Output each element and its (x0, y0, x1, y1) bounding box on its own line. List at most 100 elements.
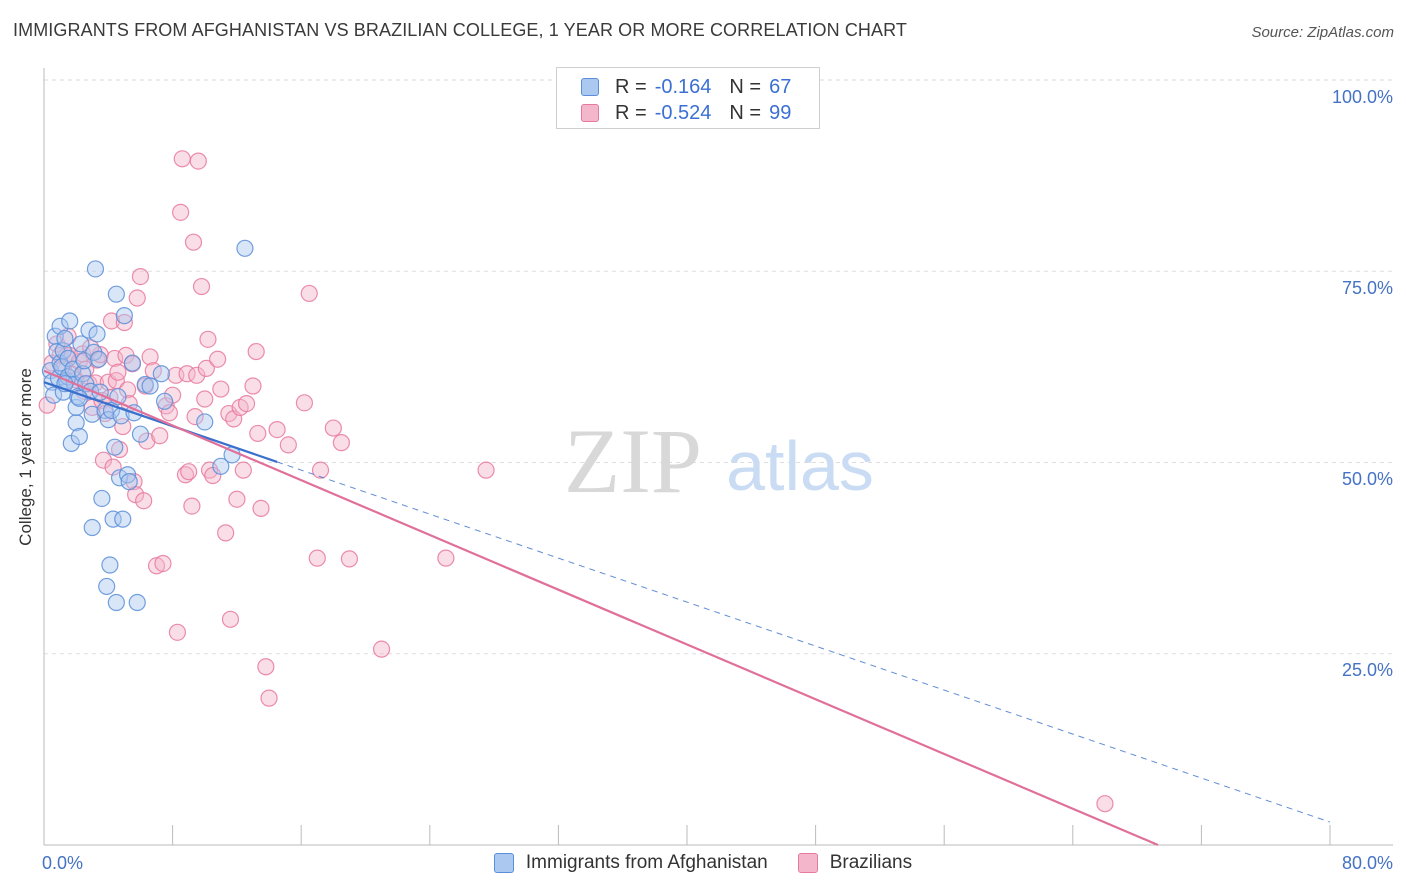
brazilians-point (200, 461, 219, 479)
afghanistan-point (86, 260, 105, 278)
afghanistan-point (131, 425, 150, 443)
trend-lines (43, 369, 1331, 847)
afghanistan-points (41, 239, 254, 612)
legend-swatch-afghanistan (493, 853, 514, 873)
brazilians-point (268, 421, 286, 439)
afghanistan-point (83, 518, 101, 537)
axes (43, 68, 1393, 846)
brazilians-point (221, 610, 240, 628)
x-tick-max: 80.0% (1341, 853, 1393, 873)
brazilians-point (197, 359, 215, 378)
afghanistan-point (70, 389, 88, 407)
legend-r-label: R = (615, 101, 647, 124)
brazilians-point (228, 490, 246, 508)
afghanistan-point (120, 473, 138, 491)
afghanistan-point (115, 307, 133, 325)
brazilians-point (308, 549, 326, 567)
afghanistan-point (72, 335, 90, 353)
brazilians-point (324, 419, 342, 437)
watermark-atlas: atlas (726, 427, 874, 505)
brazilians-point (311, 461, 330, 479)
y-tick-50: 50.0% (1341, 469, 1393, 489)
afghanistan-point (73, 365, 92, 383)
brazilians-point (38, 396, 56, 414)
legend-r-value: -0.524 (654, 101, 712, 124)
brazilians-point (128, 289, 146, 307)
brazilians-point (237, 394, 256, 413)
y-tick-25: 25.0% (1341, 660, 1393, 680)
brazilians-point (115, 313, 133, 332)
brazilians-point (188, 366, 206, 384)
afghanistan-point (128, 593, 146, 612)
afghanistan-point (61, 312, 79, 330)
brazilians-point (199, 330, 217, 348)
gridlines (44, 79, 1393, 655)
legend-n-label: N = (729, 101, 762, 124)
brazilians-point (295, 394, 314, 412)
watermark: ZIP atlas (564, 410, 874, 512)
y-tick-100: 100.0% (1331, 87, 1393, 107)
legend-swatch-brazilians (581, 104, 599, 122)
afghanistan-trend-dashed (276, 461, 1331, 823)
afghanistan-point (56, 329, 74, 348)
brazilians-point (109, 363, 127, 381)
afghanistan-point (98, 577, 116, 596)
brazilians-point (477, 461, 495, 479)
brazilians-point (138, 432, 156, 450)
brazilians-point (217, 524, 235, 542)
brazilians-point (154, 554, 172, 573)
brazilians-point (247, 342, 265, 361)
brazilians-point (260, 689, 278, 707)
brazilians-point (1096, 795, 1114, 813)
afghanistan-point (104, 510, 122, 528)
correlation-legend: R = -0.164 N = 67 R = -0.524 N = 99 (556, 67, 820, 129)
brazilians-point (209, 350, 227, 368)
afghanistan-point (107, 593, 125, 612)
brazilians-point (372, 640, 391, 658)
afghanistan-point (70, 427, 88, 446)
legend-swatch-afghanistan (581, 78, 599, 96)
afghanistan-point (80, 321, 98, 339)
legend-item-afghanistan[interactable]: Immigrants from Afghanistan (493, 852, 768, 874)
brazilians-point (104, 458, 122, 476)
brazilians-point (172, 203, 190, 221)
source-label: Source: ZipAtlas.com (1251, 24, 1394, 41)
watermark-zip: ZIP (564, 410, 702, 512)
afghanistan-point (67, 414, 85, 432)
x-tick-min: 0.0% (42, 853, 84, 873)
brazilians-point (94, 451, 113, 469)
brazilians-point (252, 499, 270, 517)
afghanistan-point (93, 489, 111, 508)
brazilians-point (212, 380, 230, 398)
legend-n-value: 99 (769, 101, 792, 124)
brazilians-point (189, 152, 207, 170)
brazilians-point (86, 374, 105, 392)
brazilians-point (173, 150, 191, 168)
series-legend: Immigrants from Afghanistan Brazilians (0, 852, 1406, 874)
legend-row-afghanistan: R = -0.164 N = 67 (581, 74, 791, 100)
legend-item-brazilians[interactable]: Brazilians (797, 852, 913, 874)
brazilians-point (249, 424, 267, 443)
brazilians-point (168, 623, 187, 641)
afghanistan-point (114, 510, 132, 528)
brazilians-point (102, 312, 121, 330)
afghanistan-point (236, 239, 254, 257)
legend-row-brazilians: R = -0.524 N = 99 (581, 100, 791, 126)
brazilians-point (180, 463, 198, 481)
brazilians-point (192, 277, 211, 296)
afghanistan-point (106, 438, 124, 456)
brazilians-point (340, 550, 359, 568)
afghanistan-point (101, 556, 119, 574)
brazilians-point (118, 381, 137, 399)
brazilians-point (196, 390, 214, 408)
legend-label-afghanistan: Immigrants from Afghanistan (525, 852, 768, 873)
brazilians-point (437, 549, 455, 567)
legend-label-brazilians: Brazilians (829, 852, 913, 873)
brazilians-point (151, 427, 169, 445)
legend-r-label: R = (615, 75, 647, 98)
brazilians-point (184, 233, 203, 251)
afghanistan-point (45, 386, 63, 404)
brazilians-trend (43, 369, 1159, 847)
brazilians-point (332, 434, 350, 452)
